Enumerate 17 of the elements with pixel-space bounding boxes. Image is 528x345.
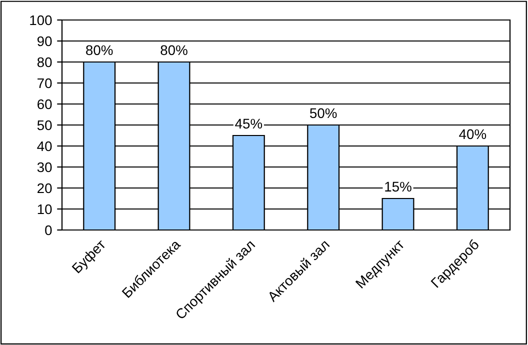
- y-tick-label: 20: [38, 183, 52, 194]
- y-tick-label: 50: [37, 120, 52, 130]
- y-tick-label: 0: [45, 225, 52, 236]
- y-tick-label: 70: [38, 78, 52, 88]
- data-label: 45%: [235, 118, 262, 129]
- y-tick-label: 30: [37, 162, 52, 172]
- y-tick-label: 80: [37, 57, 52, 68]
- data-label: 40%: [459, 129, 486, 140]
- data-label: 50%: [310, 108, 337, 118]
- data-label: 15%: [385, 182, 412, 192]
- y-tick-label: 10: [38, 204, 52, 214]
- data-label: 80%: [86, 45, 113, 56]
- data-label: 80%: [160, 45, 188, 56]
- y-tick-label: 40: [37, 141, 52, 152]
- y-tick-label: 100: [30, 15, 52, 26]
- y-tick-label: 90: [37, 36, 52, 46]
- y-tick-label: 60: [38, 99, 52, 110]
